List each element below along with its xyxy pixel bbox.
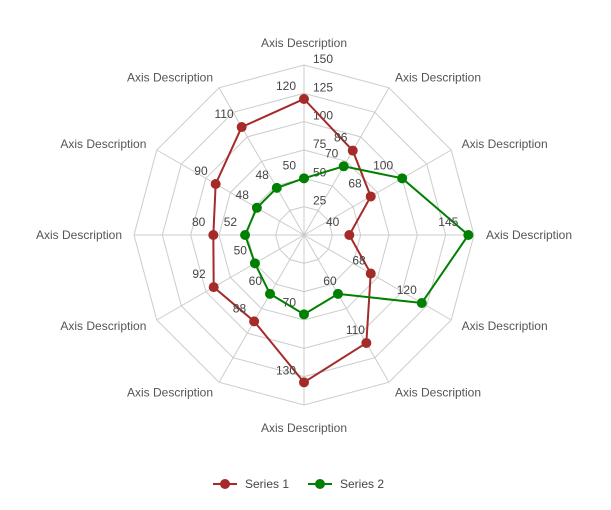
data-label: 70 bbox=[325, 146, 339, 160]
data-point bbox=[299, 377, 309, 388]
data-label: 40 bbox=[326, 215, 340, 229]
data-point bbox=[347, 145, 358, 156]
scale-labels: 25 50 75 100 125 150 bbox=[313, 52, 333, 208]
legend-item-2[interactable]: Series 2 bbox=[308, 477, 384, 491]
data-point bbox=[338, 161, 349, 172]
data-label: 120 bbox=[276, 79, 296, 93]
data-label: 80 bbox=[192, 215, 206, 229]
data-label: 70 bbox=[283, 295, 297, 309]
grid-spoke bbox=[156, 234, 305, 321]
data-point bbox=[397, 173, 408, 184]
grid-spoke bbox=[303, 149, 452, 236]
scale-tick-label: 25 bbox=[313, 194, 327, 208]
data-point bbox=[208, 230, 219, 240]
data-label: 110 bbox=[346, 323, 365, 337]
legend-label: Series 1 bbox=[245, 477, 289, 491]
legend-item-1[interactable]: Series 1 bbox=[213, 477, 289, 491]
legend-label: Series 2 bbox=[340, 477, 384, 491]
axis-label: Axis Description bbox=[261, 421, 347, 435]
data-label: 86 bbox=[334, 131, 348, 145]
scale-tick-label: 50 bbox=[313, 165, 327, 179]
grid-spoke bbox=[303, 234, 452, 321]
data-label: 60 bbox=[323, 274, 337, 288]
data-label: 130 bbox=[276, 363, 296, 377]
scale-tick-label: 150 bbox=[313, 52, 333, 66]
axis-label: Axis Description bbox=[261, 36, 347, 50]
grid-spoke bbox=[218, 87, 305, 236]
axis-label: Axis Description bbox=[395, 386, 481, 400]
data-label: 52 bbox=[224, 215, 238, 229]
data-point bbox=[208, 282, 219, 293]
axis-label: Axis Description bbox=[127, 70, 213, 84]
axis-label: Axis Description bbox=[36, 228, 122, 242]
data-point bbox=[365, 191, 376, 202]
axis-labels: Axis Description Axis Description Axis Des… bbox=[36, 36, 572, 435]
data-point bbox=[265, 288, 275, 299]
data-point bbox=[333, 288, 343, 299]
data-point bbox=[299, 94, 309, 104]
data-point bbox=[361, 337, 372, 348]
data-point bbox=[299, 173, 309, 184]
scale-tick-label: 100 bbox=[313, 109, 333, 123]
axis-label: Axis Description bbox=[127, 386, 213, 400]
grid-spoke bbox=[303, 87, 390, 236]
data-label: 92 bbox=[192, 267, 206, 281]
grid-spoke bbox=[303, 234, 390, 383]
data-point bbox=[365, 268, 376, 279]
data-point bbox=[210, 179, 221, 189]
axis-label: Axis Description bbox=[486, 228, 572, 242]
scale-tick-label: 75 bbox=[313, 137, 327, 151]
series-1: 120 86 68 40 68 110 130 88 92 80 90 110 bbox=[192, 79, 376, 388]
data-point bbox=[240, 230, 251, 240]
data-label: 110 bbox=[215, 107, 234, 121]
data-label: 120 bbox=[397, 283, 417, 297]
axis-label: Axis Description bbox=[462, 137, 548, 151]
legend-marker bbox=[315, 479, 325, 489]
series: 120 86 68 40 68 110 130 88 92 80 90 110 50 70 100 145 12… bbox=[192, 79, 474, 388]
data-label: 100 bbox=[373, 158, 393, 172]
series-2: 50 70 100 145 120 60 70 60 50 52 48 48 bbox=[224, 146, 474, 320]
data-label: 68 bbox=[348, 176, 362, 190]
data-point bbox=[299, 309, 309, 320]
axis-label: Axis Description bbox=[462, 319, 548, 333]
axis-label: Axis Description bbox=[60, 319, 146, 333]
axis-label: Axis Description bbox=[395, 70, 481, 84]
data-label: 90 bbox=[194, 164, 208, 178]
data-label: 48 bbox=[236, 188, 250, 202]
data-point bbox=[416, 298, 427, 308]
data-point bbox=[344, 230, 355, 240]
data-label: 50 bbox=[283, 158, 297, 172]
grid-spoke bbox=[218, 234, 305, 383]
data-point bbox=[249, 258, 260, 269]
data-label: 48 bbox=[255, 168, 269, 182]
data-point bbox=[249, 316, 260, 327]
data-point bbox=[463, 230, 474, 240]
data-point bbox=[236, 122, 247, 133]
data-point bbox=[271, 182, 282, 193]
grid bbox=[133, 64, 475, 406]
axis-label: Axis Description bbox=[60, 137, 146, 151]
data-label: 60 bbox=[249, 274, 263, 288]
data-label: 145 bbox=[438, 215, 458, 229]
data-label: 50 bbox=[234, 243, 248, 257]
data-label: 88 bbox=[233, 301, 247, 315]
data-label: 68 bbox=[352, 254, 366, 268]
data-point bbox=[251, 202, 262, 213]
legend-marker bbox=[220, 479, 230, 489]
scale-tick-label: 125 bbox=[313, 80, 333, 94]
grid-spoke bbox=[156, 149, 305, 236]
legend[interactable]: Series 1 Series 2 bbox=[213, 477, 384, 491]
